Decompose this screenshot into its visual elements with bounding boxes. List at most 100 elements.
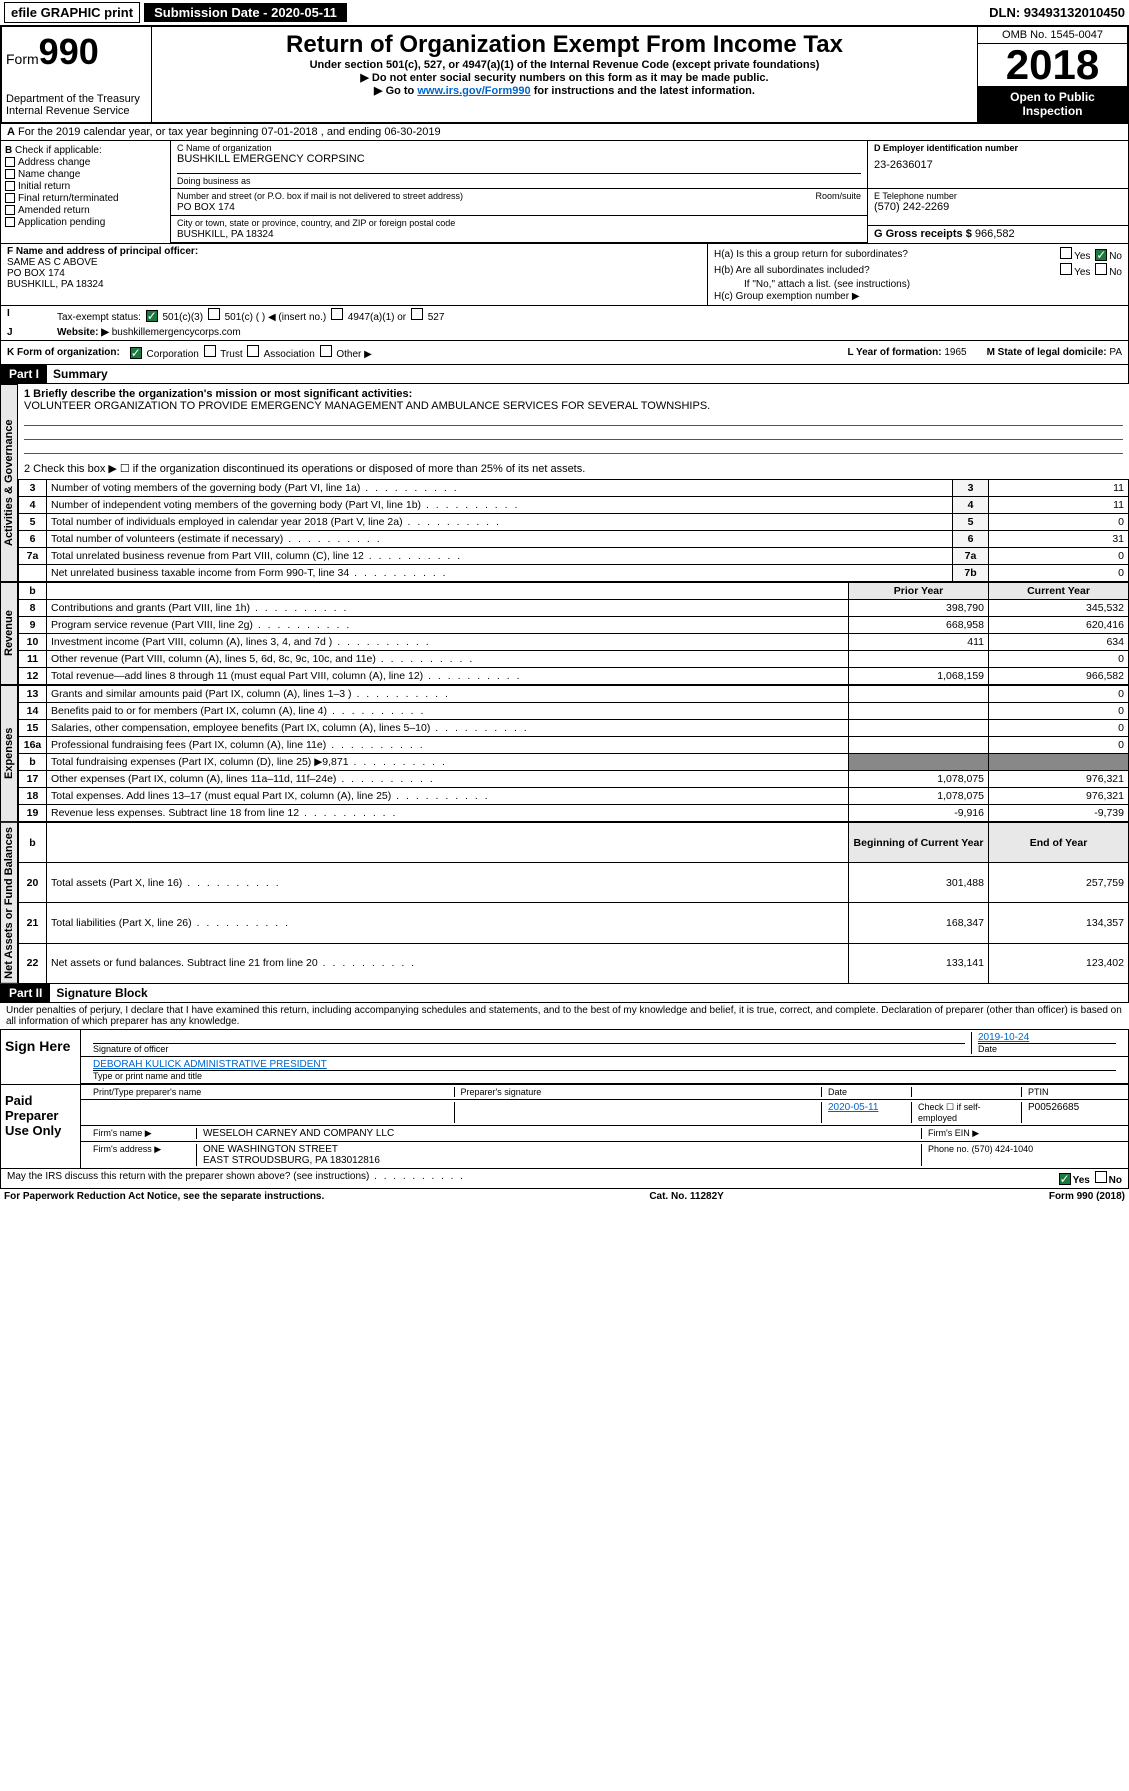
- efile-badge: efile GRAPHIC print: [4, 2, 140, 23]
- line-no: [19, 565, 47, 582]
- box-no: 4: [953, 497, 989, 514]
- line-no: 18: [19, 788, 47, 805]
- prior-val: 1,068,159: [849, 668, 989, 685]
- line-no: 5: [19, 514, 47, 531]
- part2-header: Part II: [1, 984, 50, 1002]
- mission-text: VOLUNTEER ORGANIZATION TO PROVIDE EMERGE…: [24, 400, 710, 412]
- current-val: 620,416: [989, 617, 1129, 634]
- paid-hdr-cell: Date: [822, 1087, 912, 1097]
- irs-link[interactable]: www.irs.gov/Form990: [417, 85, 530, 97]
- paid-hdr-cell: Print/Type preparer's name: [87, 1087, 455, 1097]
- line-no: 8: [19, 600, 47, 617]
- box-no: 7a: [953, 548, 989, 565]
- box-no: 6: [953, 531, 989, 548]
- open-public-badge: Open to Public Inspection: [978, 86, 1127, 122]
- line-desc: Investment income (Part VIII, column (A)…: [47, 634, 849, 651]
- line-value: 0: [989, 565, 1129, 582]
- current-val: 0: [989, 737, 1129, 754]
- line-desc: Salaries, other compensation, employee b…: [47, 720, 849, 737]
- mission-label: 1 Briefly describe the organization's mi…: [24, 388, 412, 400]
- d-ein-label: D Employer identification number: [874, 143, 1122, 153]
- line-no: 21: [19, 903, 47, 943]
- current-val: 976,321: [989, 771, 1129, 788]
- prior-val: 301,488: [849, 863, 989, 903]
- line-desc: Total fundraising expenses (Part IX, col…: [47, 754, 849, 771]
- prior-val: [849, 651, 989, 668]
- line-no: 6: [19, 531, 47, 548]
- paid-hdr-cell: PTIN: [1022, 1087, 1122, 1097]
- prior-val: 398,790: [849, 600, 989, 617]
- year-formation: 1965: [944, 347, 966, 358]
- prep-date[interactable]: 2020-05-11: [828, 1102, 878, 1113]
- tax-status-opt: ✓ 501(c)(3): [144, 312, 206, 323]
- form-number: Form990: [6, 31, 147, 73]
- b-check-option: Application pending: [5, 217, 166, 228]
- pra-notice: For Paperwork Reduction Act Notice, see …: [4, 1191, 324, 1202]
- org-form-opt: Trust: [202, 349, 246, 360]
- firm-name: WESELOH CARNEY AND COMPANY LLC: [197, 1128, 922, 1139]
- line-desc: Professional fundraising fees (Part IX, …: [47, 737, 849, 754]
- ha-label: H(a) Is this a group return for subordin…: [714, 249, 908, 260]
- org-form-opt: Other ▶: [318, 349, 372, 360]
- sign-here-label: Sign Here: [1, 1030, 81, 1084]
- side-revenue: Revenue: [0, 582, 18, 685]
- current-val: 345,532: [989, 600, 1129, 617]
- line-no: 13: [19, 686, 47, 703]
- line-no: 16a: [19, 737, 47, 754]
- line-no: 7a: [19, 548, 47, 565]
- prior-val: [849, 720, 989, 737]
- line-desc: Total unrelated business revenue from Pa…: [47, 548, 953, 565]
- current-val: 0: [989, 703, 1129, 720]
- part1-header: Part I: [1, 365, 47, 383]
- line-value: 11: [989, 497, 1129, 514]
- line-no: 19: [19, 805, 47, 822]
- g-receipts-label: G Gross receipts $: [874, 228, 972, 240]
- current-val: 976,321: [989, 788, 1129, 805]
- b-label: Check if applicable:: [15, 145, 102, 156]
- line-value: 11: [989, 480, 1129, 497]
- prior-val: 1,078,075: [849, 771, 989, 788]
- line-desc: Total number of volunteers (estimate if …: [47, 531, 953, 548]
- part1-title: Summary: [53, 367, 108, 381]
- line-desc: Total expenses. Add lines 13–17 (must eq…: [47, 788, 849, 805]
- officer-name[interactable]: DEBORAH KULICK ADMINISTRATIVE PRESIDENT: [93, 1059, 327, 1070]
- line-desc: Contributions and grants (Part VIII, lin…: [47, 600, 849, 617]
- line-desc: Total revenue—add lines 8 through 11 (mu…: [47, 668, 849, 685]
- current-val: 634: [989, 634, 1129, 651]
- prior-val: 411: [849, 634, 989, 651]
- street-value: PO BOX 174: [177, 202, 235, 213]
- line-desc: Net unrelated business taxable income fr…: [47, 565, 953, 582]
- line-value: 0: [989, 548, 1129, 565]
- col-prior: Prior Year: [849, 583, 989, 600]
- org-form-opt: Association: [245, 349, 317, 360]
- paid-preparer-label: Paid Preparer Use Only: [1, 1085, 81, 1168]
- line-no: 11: [19, 651, 47, 668]
- row-a-tax-year: A For the 2019 calendar year, or tax yea…: [0, 124, 1129, 141]
- j-label: Website: ▶: [57, 327, 109, 338]
- side-expenses: Expenses: [0, 685, 18, 822]
- prior-val: 1,078,075: [849, 788, 989, 805]
- dba-label: Doing business as: [177, 173, 861, 186]
- line-no: 12: [19, 668, 47, 685]
- firm-phone: (570) 424-1040: [972, 1144, 1034, 1154]
- prior-val: [849, 686, 989, 703]
- side-net-assets: Net Assets or Fund Balances: [0, 822, 18, 984]
- line-no: 20: [19, 863, 47, 903]
- line2-checkbox: 2 Check this box ▶ ☐ if the organization…: [18, 458, 1129, 479]
- part2-title: Signature Block: [56, 986, 147, 1000]
- paid-hdr-cell: Preparer's signature: [455, 1087, 823, 1097]
- hb-label: H(b) Are all subordinates included?: [714, 265, 870, 276]
- line-no: 9: [19, 617, 47, 634]
- line-no: 14: [19, 703, 47, 720]
- c-name-label: C Name of organization: [177, 143, 861, 153]
- line-desc: Other expenses (Part IX, column (A), lin…: [47, 771, 849, 788]
- line-no: b: [19, 754, 47, 771]
- current-val: 0: [989, 686, 1129, 703]
- submission-date: Submission Date - 2020-05-11: [144, 3, 347, 22]
- box-no: 7b: [953, 565, 989, 582]
- firm-addr1: ONE WASHINGTON STREET: [203, 1144, 338, 1155]
- phone-value: (570) 242-2269: [874, 201, 1122, 213]
- officer-line3: BUSHKILL, PA 18324: [7, 279, 104, 290]
- sig-date[interactable]: 2019-10-24: [978, 1032, 1029, 1043]
- dln: DLN: 93493132010450: [989, 5, 1125, 20]
